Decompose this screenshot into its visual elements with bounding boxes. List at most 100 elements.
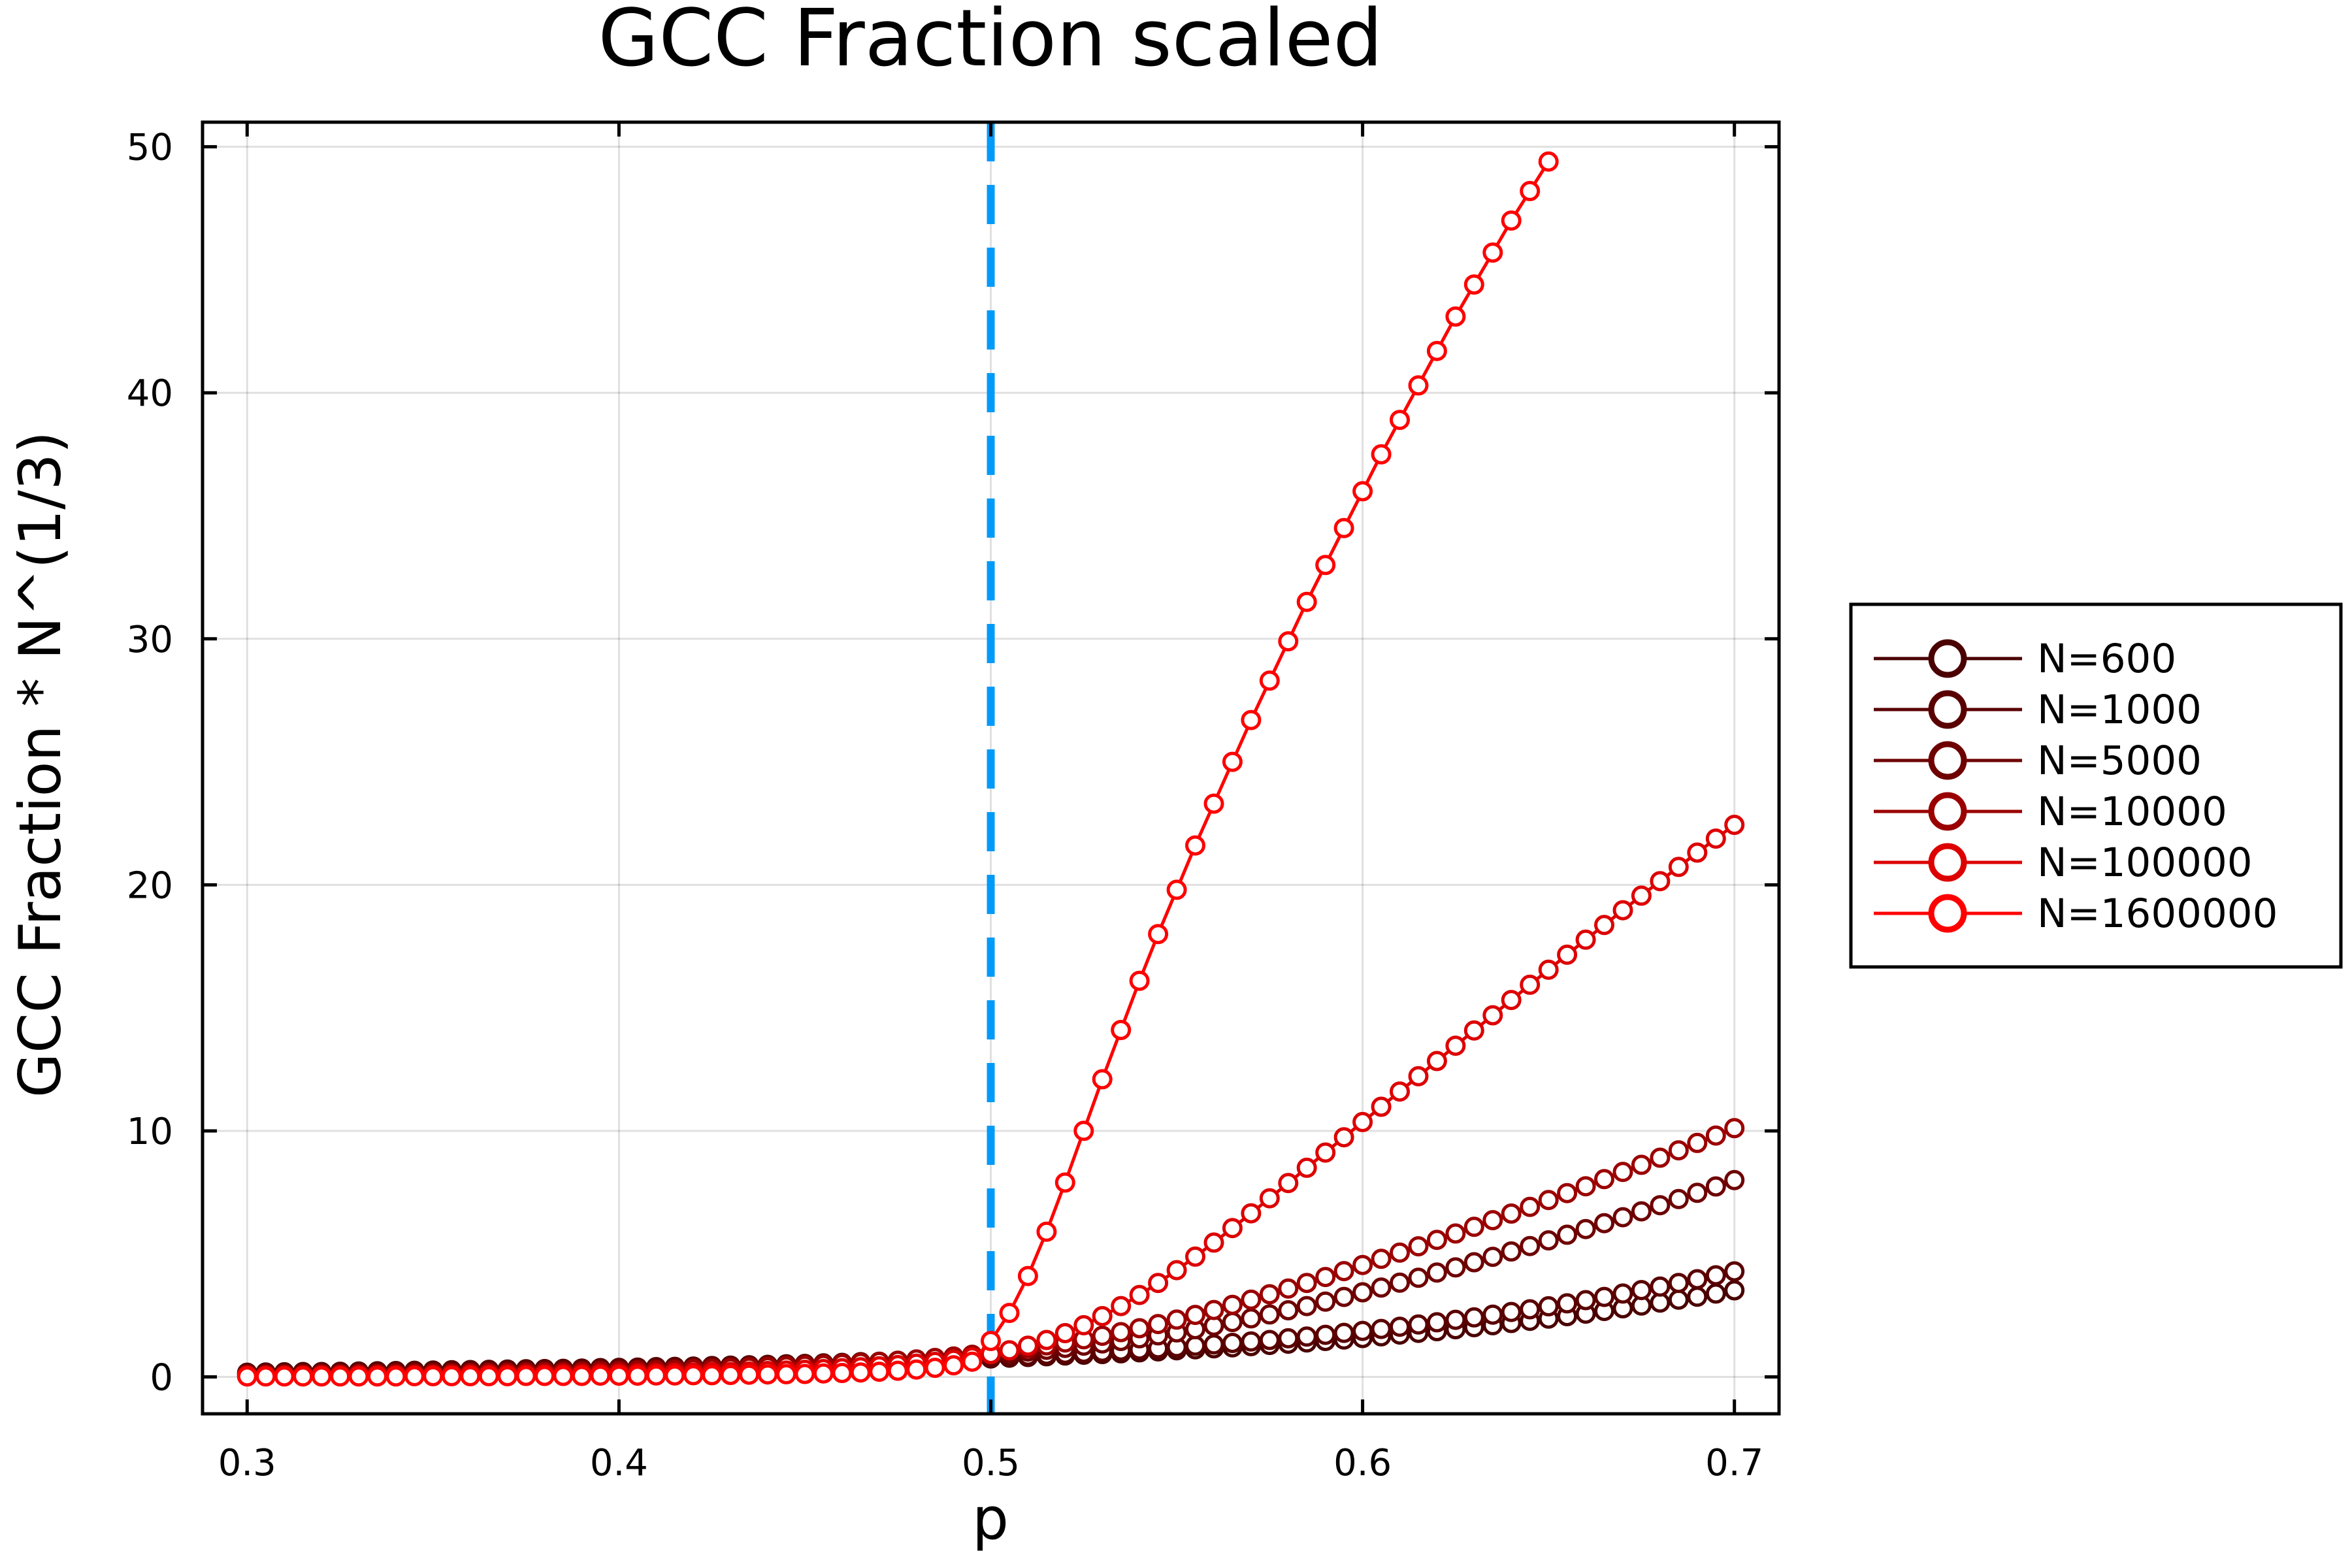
- data-point: [1575, 1176, 1596, 1197]
- data-point: [1390, 1242, 1410, 1263]
- data-point: [1445, 306, 1466, 327]
- data-point: [1166, 879, 1187, 900]
- data-point: [776, 1364, 796, 1384]
- y-tick-label: 10: [127, 1111, 173, 1153]
- data-point: [1352, 1282, 1373, 1303]
- data-point: [1092, 1326, 1113, 1347]
- data-point: [1333, 1286, 1354, 1307]
- data-point: [1315, 555, 1336, 576]
- legend-label: N=5000: [2037, 738, 2202, 784]
- data-point: [1482, 242, 1503, 263]
- data-point: [1166, 1309, 1187, 1330]
- data-point: [367, 1366, 387, 1387]
- data-point: [1241, 1203, 1262, 1224]
- data-point: [1036, 1330, 1057, 1350]
- data-point: [608, 1365, 629, 1386]
- data-point: [1278, 1328, 1299, 1348]
- legend-item: N=100000: [1874, 840, 2253, 886]
- data-point: [1557, 1293, 1578, 1314]
- data-point: [1687, 1269, 1708, 1290]
- data-point: [887, 1360, 908, 1381]
- data-point: [1650, 1195, 1671, 1216]
- data-point: [1705, 1176, 1726, 1197]
- data-point: [1445, 1257, 1466, 1278]
- data-point: [385, 1366, 406, 1387]
- data-point: [962, 1351, 983, 1372]
- data-point: [1203, 1334, 1224, 1355]
- legend-label: N=600: [2037, 636, 2176, 682]
- data-point: [553, 1365, 574, 1386]
- data-point: [1129, 1318, 1150, 1339]
- data-point: [906, 1359, 927, 1380]
- data-point: [1371, 1277, 1392, 1298]
- data-point: [1724, 1118, 1745, 1139]
- data-point: [293, 1366, 314, 1387]
- legend-label: N=1000: [2037, 687, 2202, 733]
- data-point: [1408, 1267, 1429, 1288]
- data-point: [1631, 1280, 1652, 1301]
- data-point: [1148, 1273, 1169, 1294]
- data-point: [1148, 924, 1169, 945]
- data-point: [274, 1366, 295, 1387]
- data-point: [590, 1365, 611, 1386]
- data-point: [1241, 1289, 1262, 1310]
- data-point: [1463, 1020, 1484, 1041]
- data-point: [1426, 340, 1447, 361]
- data-point: [1222, 1294, 1243, 1315]
- data-point: [1687, 842, 1708, 863]
- data-point: [1463, 1217, 1484, 1237]
- data-point: [1129, 1284, 1150, 1305]
- data-point: [515, 1365, 536, 1386]
- legend-marker: [1928, 690, 1967, 729]
- legend-item: N=1600000: [1874, 890, 2278, 937]
- data-point: [645, 1365, 666, 1386]
- data-point: [924, 1358, 945, 1379]
- y-tick-label: 30: [127, 619, 173, 661]
- data-point: [1557, 1183, 1578, 1203]
- data-point: [1501, 1241, 1522, 1262]
- data-point: [1575, 929, 1596, 950]
- data-point: [497, 1365, 518, 1386]
- legend-item: N=10000: [1874, 789, 2227, 835]
- data-point: [627, 1365, 648, 1386]
- data-point: [1017, 1335, 1038, 1356]
- data-point: [1241, 1331, 1262, 1352]
- data-point: [1631, 1154, 1652, 1175]
- data-point: [1352, 481, 1373, 502]
- data-point: [1426, 1051, 1447, 1071]
- data-point: [1054, 1172, 1075, 1193]
- data-point: [423, 1365, 444, 1386]
- x-tick-label: 0.6: [1333, 1442, 1392, 1484]
- data-point: [1557, 1224, 1578, 1245]
- data-point: [1705, 1265, 1726, 1286]
- data-point: [1687, 1286, 1708, 1307]
- data-point: [348, 1366, 369, 1387]
- data-point: [1612, 1207, 1633, 1228]
- data-point: [1538, 151, 1559, 172]
- data-point: [850, 1362, 871, 1383]
- data-point: [1520, 180, 1541, 201]
- data-point: [478, 1365, 499, 1386]
- data-point: [1352, 1254, 1373, 1275]
- data-point: [1222, 751, 1243, 772]
- data-point: [311, 1366, 332, 1387]
- data-point: [1054, 1323, 1075, 1343]
- data-point: [1650, 871, 1671, 892]
- data-point: [999, 1340, 1020, 1361]
- data-point: [1408, 1236, 1429, 1257]
- data-point: [1315, 1291, 1336, 1312]
- data-point: [1408, 375, 1429, 396]
- data-point: [1463, 274, 1484, 295]
- data-point: [1315, 1324, 1336, 1345]
- data-point: [683, 1365, 704, 1386]
- legend-marker: [1928, 741, 1967, 780]
- data-point: [1631, 1201, 1652, 1222]
- data-point: [460, 1365, 481, 1386]
- data-point: [1520, 1299, 1541, 1320]
- data-point: [1538, 1190, 1559, 1211]
- data-point: [1668, 857, 1689, 877]
- y-axis-label: GCC Fraction * N^(1/3): [7, 431, 74, 1098]
- data-point: [1668, 1188, 1689, 1209]
- data-point: [1278, 631, 1299, 652]
- legend: N=600 N=1000 N=5000 N=10000 N=100000N=160000…: [1849, 602, 2343, 969]
